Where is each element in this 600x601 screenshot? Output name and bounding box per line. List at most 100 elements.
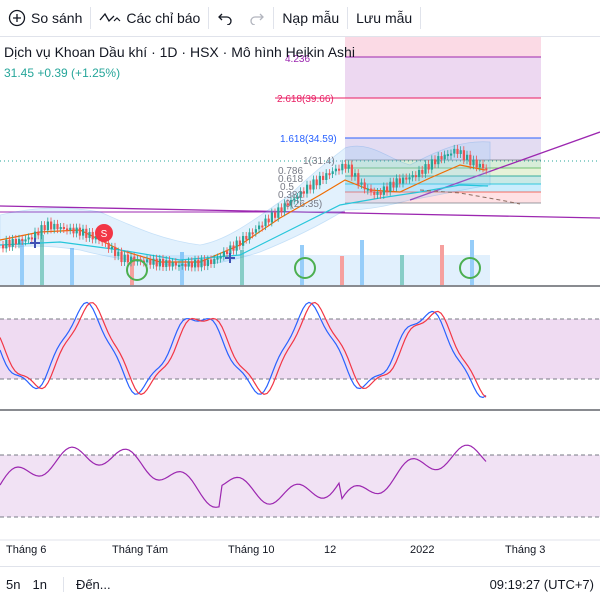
candle-body — [290, 200, 293, 206]
candle-body — [357, 173, 360, 185]
candle-body — [318, 175, 321, 186]
candle-body — [414, 175, 417, 178]
axis-label-aug: Tháng Tám — [112, 544, 169, 556]
redo-button[interactable] — [241, 0, 273, 36]
candle-body — [229, 245, 232, 254]
candle-body — [322, 175, 325, 180]
candle-body — [382, 186, 385, 195]
fib-lines — [275, 56, 541, 204]
candle-body — [14, 238, 17, 245]
ma-line-slow — [0, 184, 489, 261]
candle-body — [261, 225, 264, 228]
fib-labels: 4.236 2.618(39.66) 1.618(34.59) 1(31.4) … — [277, 54, 337, 210]
range-5d-button[interactable]: 5n — [6, 576, 21, 592]
candle-body — [395, 178, 398, 188]
candle-body — [286, 203, 289, 206]
candle-body — [472, 159, 475, 166]
candle-body — [187, 261, 190, 267]
candle-body — [309, 184, 312, 190]
candle-body — [27, 237, 30, 240]
candle-body — [427, 164, 430, 170]
compare-button[interactable]: So sánh — [0, 0, 90, 36]
range-1d-button[interactable]: 1n — [32, 576, 47, 592]
candle-body — [155, 258, 158, 267]
load-template-button[interactable]: Nạp mẫu — [274, 0, 347, 36]
candle-body — [53, 223, 56, 230]
candle-body — [376, 192, 379, 195]
candle-body — [178, 264, 181, 267]
candle-body — [386, 186, 389, 192]
indicators-button[interactable]: Các chỉ báo — [91, 0, 208, 36]
candle-body — [72, 227, 75, 234]
candle-body — [206, 259, 209, 267]
sell-signal-marker[interactable]: S — [95, 224, 113, 242]
candle-body — [203, 259, 206, 267]
candle-body — [181, 263, 184, 266]
rsi-pane[interactable] — [0, 444, 600, 518]
stoch-d-line — [0, 301, 487, 398]
top-toolbar: So sánh Các chỉ báo Nạp mẫu Lưu mẫu — [0, 0, 600, 37]
candle-body — [149, 259, 152, 265]
candle-body — [370, 188, 373, 192]
clock-timezone[interactable]: 09:19:27 (UTC+7) — [489, 576, 594, 592]
axis-label-dec: 12 — [324, 544, 337, 556]
candle-body — [194, 259, 197, 268]
candle-body — [59, 226, 62, 230]
candle-body — [485, 168, 488, 171]
candle-body — [18, 238, 21, 245]
candle-body — [5, 239, 8, 249]
candle-body — [466, 154, 469, 161]
candle-body — [306, 184, 309, 194]
toolbar-divider — [273, 7, 275, 29]
save-template-label: Lưu mẫu — [356, 10, 413, 26]
candle-body — [469, 154, 472, 166]
candle-body — [434, 159, 437, 165]
candle-body — [450, 153, 453, 156]
goto-date-button[interactable]: Đến... — [62, 576, 117, 592]
candle-body — [117, 251, 120, 257]
candle-body — [43, 225, 46, 231]
candle-body — [11, 238, 14, 247]
candle-body — [62, 226, 65, 229]
candle-body — [411, 175, 414, 178]
symbol-legend[interactable]: Dịch vụ Khoan Dầu khí · 1D · HSX · Mô hì… — [4, 44, 355, 60]
undo-button[interactable] — [209, 0, 241, 36]
candle-body — [123, 254, 126, 263]
candle-body — [338, 168, 341, 171]
candle-body — [408, 177, 411, 180]
rsi-band — [0, 455, 600, 517]
fib-label-0: 0(26.35) — [285, 199, 322, 210]
candle-body — [152, 258, 155, 265]
candle-body — [190, 261, 193, 268]
candle-body — [443, 154, 446, 160]
price-chart[interactable]: S 4.236 2.618(39.66) 1.618(34.59) 1(31.4… — [0, 37, 600, 563]
candle-body — [312, 179, 315, 190]
candle-body — [363, 182, 366, 190]
candle-body — [85, 228, 88, 238]
candle-body — [274, 212, 277, 218]
candle-body — [66, 228, 69, 231]
load-template-label: Nạp mẫu — [282, 10, 340, 26]
candle-body — [40, 225, 43, 236]
candle-body — [50, 221, 53, 230]
compare-label: So sánh — [31, 10, 83, 26]
stochastic-pane[interactable] — [0, 301, 600, 399]
candle-body — [242, 235, 245, 246]
toolbar-divider — [208, 7, 210, 29]
indicators-icon — [99, 12, 121, 23]
candle-body — [437, 156, 440, 165]
candle-body — [453, 148, 456, 154]
candle-body — [232, 245, 235, 251]
buy-circle-markers[interactable] — [126, 257, 481, 281]
candle-body — [389, 181, 392, 192]
time-axis[interactable]: Tháng 6 Tháng Tám Tháng 10 12 2022 Tháng… — [0, 540, 600, 562]
candle-body — [405, 177, 408, 180]
candle-body — [146, 259, 149, 263]
redo-icon — [250, 13, 265, 25]
candle-body — [446, 154, 449, 157]
candle-body — [248, 232, 251, 240]
candle-body — [350, 164, 353, 177]
save-template-button[interactable]: Lưu mẫu — [348, 0, 420, 36]
candle-body — [264, 218, 267, 227]
candle-body — [210, 259, 213, 264]
